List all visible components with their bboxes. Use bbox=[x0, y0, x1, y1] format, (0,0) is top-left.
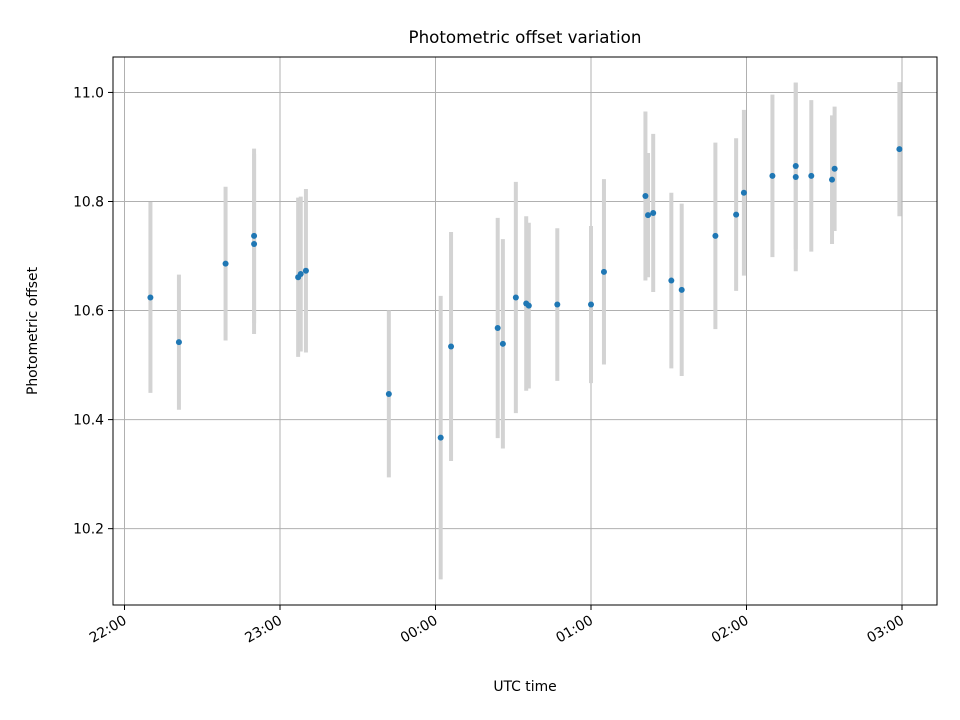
data-point bbox=[733, 211, 740, 218]
data-point bbox=[668, 277, 675, 284]
y-axis-label: Photometric offset bbox=[25, 266, 41, 395]
y-tick-label: 10.2 bbox=[73, 522, 104, 538]
data-point bbox=[297, 271, 304, 278]
data-point bbox=[302, 267, 309, 274]
data-point bbox=[175, 339, 182, 346]
data-point bbox=[222, 260, 229, 267]
data-point bbox=[808, 172, 815, 179]
y-tick-label: 11.0 bbox=[73, 85, 104, 101]
data-point bbox=[829, 176, 836, 183]
data-point bbox=[831, 165, 838, 172]
data-point bbox=[650, 209, 657, 216]
y-tick-label: 10.4 bbox=[73, 413, 104, 429]
data-point bbox=[642, 193, 649, 200]
data-point bbox=[896, 146, 903, 153]
data-point bbox=[678, 286, 685, 293]
data-point bbox=[512, 294, 519, 301]
data-point bbox=[251, 241, 258, 248]
data-point bbox=[740, 189, 747, 196]
y-tick-label: 10.8 bbox=[73, 194, 104, 210]
plot-frame bbox=[112, 56, 938, 606]
x-axis-label: UTC time bbox=[493, 679, 556, 695]
data-point bbox=[448, 343, 455, 350]
data-point bbox=[385, 390, 392, 397]
data-point bbox=[147, 294, 154, 301]
y-axis-ticks: 10.2 10.4 10.6 10.8 11.0 bbox=[73, 85, 113, 538]
data-point bbox=[437, 434, 444, 441]
data-point bbox=[712, 232, 719, 239]
data-point bbox=[792, 163, 799, 170]
data-point bbox=[588, 301, 594, 308]
data-points bbox=[147, 146, 903, 441]
data-point bbox=[525, 302, 532, 309]
y-tick-label: 10.6 bbox=[73, 304, 104, 320]
data-point bbox=[251, 232, 258, 239]
data-point bbox=[494, 325, 501, 332]
data-point bbox=[554, 301, 561, 308]
data-point bbox=[792, 173, 799, 180]
data-point bbox=[769, 172, 776, 179]
data-point bbox=[600, 268, 607, 275]
chart-title: Photometric offset variation bbox=[409, 27, 642, 47]
data-point bbox=[645, 212, 652, 219]
data-point bbox=[499, 340, 506, 347]
